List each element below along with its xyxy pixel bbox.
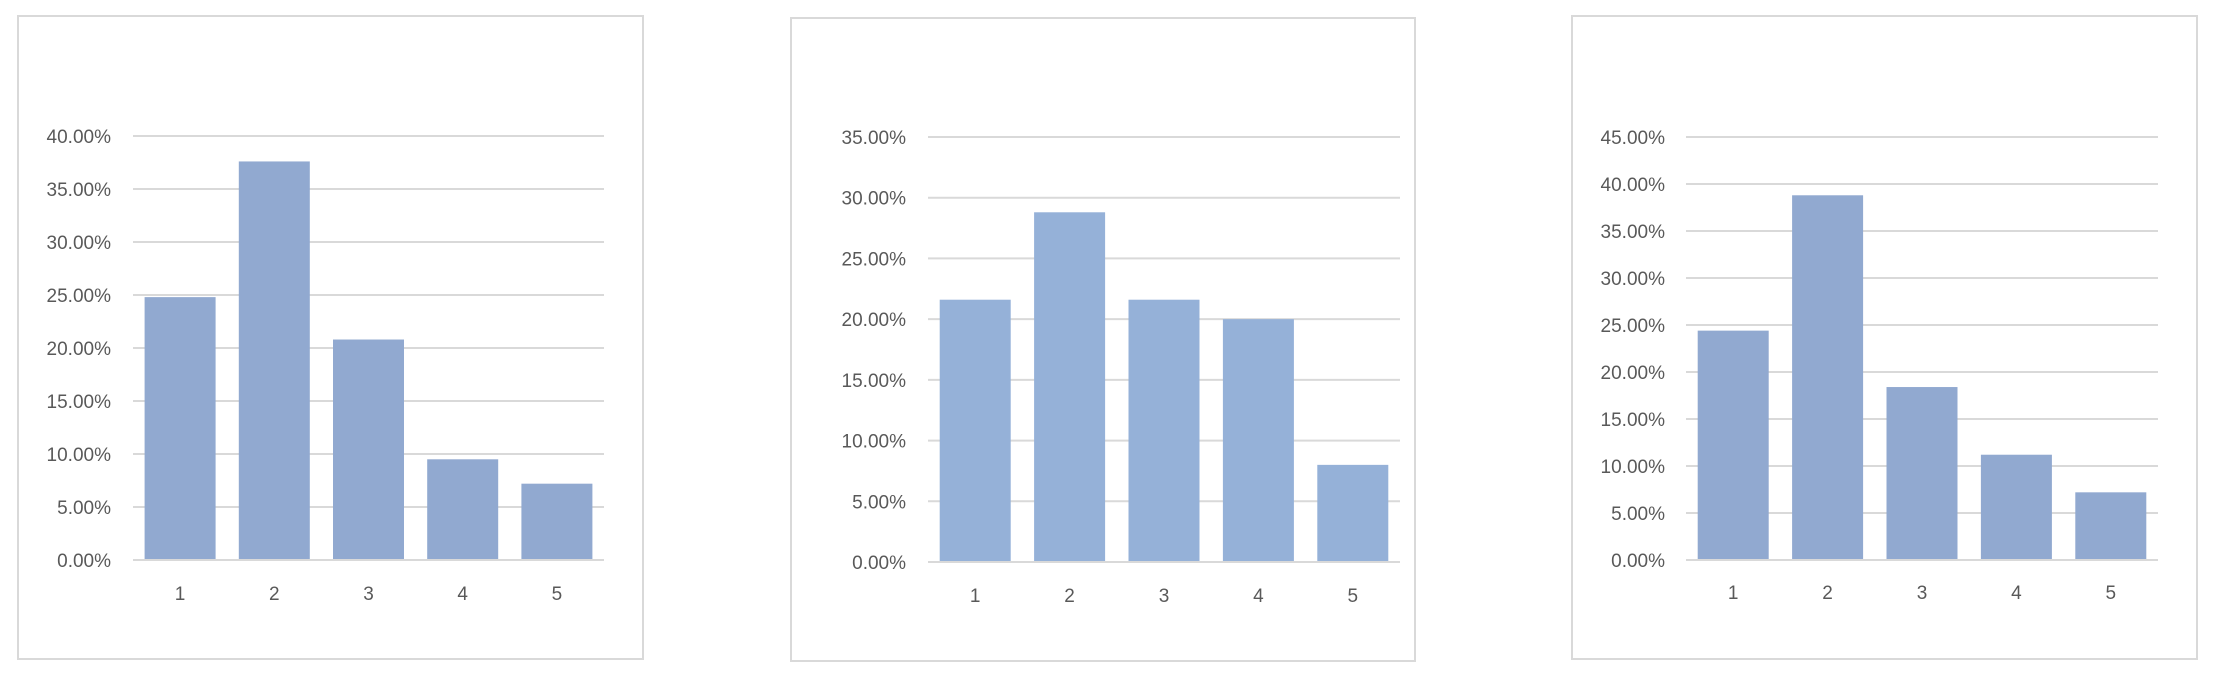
bar [1697, 330, 1769, 560]
x-tick-label: 2 [1064, 586, 1075, 607]
chart-panel-1: 0.00% 5.00% 10.00% 15.00% 20.00% 25.00% 30.00%… [17, 15, 644, 660]
y-tick-label: 20.00% [842, 310, 907, 331]
bar [1128, 299, 1200, 562]
bar [2075, 492, 2147, 560]
y-tick-label: 5.00% [57, 498, 111, 519]
bar [1886, 387, 1958, 560]
y-tick-label: 0.00% [852, 553, 906, 574]
chart-panel-2: 0.00% 5.00% 10.00% 15.00% 20.00% 25.00% 30.00%… [790, 17, 1416, 662]
x-tick-label: 4 [457, 584, 468, 605]
bar [144, 297, 216, 560]
bar [238, 161, 310, 560]
x-tick-label: 4 [2011, 583, 2022, 604]
bar [1792, 195, 1864, 560]
x-tick-label: 3 [363, 584, 374, 605]
x-tick-label: 5 [552, 584, 563, 605]
y-tick-label: 35.00% [1601, 222, 1666, 243]
bar-chart-2: 0.00% 5.00% 10.00% 15.00% 20.00% 25.00% 30.00%… [842, 128, 1400, 607]
x-tick-label: 2 [1822, 583, 1833, 604]
x-tick-label: 3 [1917, 583, 1928, 604]
x-tick-label: 5 [2106, 583, 2117, 604]
y-tick-label: 35.00% [842, 128, 907, 149]
y-tick-label: 25.00% [842, 249, 907, 270]
y-tick-label: 25.00% [47, 286, 112, 307]
chart-panel-3: 0.00% 5.00% 10.00% 15.00% 20.00% 25.00% 30.00%… [1571, 15, 2198, 660]
y-tick-label: 0.00% [1611, 551, 1665, 572]
x-tick-label: 1 [175, 584, 186, 605]
bar-chart-3: 0.00% 5.00% 10.00% 15.00% 20.00% 25.00% 30.00%… [1601, 128, 2158, 604]
bar [1980, 454, 2052, 560]
y-tick-label: 20.00% [47, 339, 112, 360]
y-tick-label: 5.00% [1611, 504, 1665, 525]
x-tick-label: 1 [1728, 583, 1739, 604]
y-tick-label: 15.00% [842, 371, 907, 392]
y-tick-label: 5.00% [852, 492, 906, 513]
y-tick-label: 40.00% [1601, 175, 1666, 196]
y-tick-label: 30.00% [842, 189, 907, 210]
x-tick-label: 4 [1253, 586, 1264, 607]
bar [427, 459, 499, 560]
x-tick-label: 5 [1348, 586, 1359, 607]
y-tick-label: 35.00% [47, 180, 112, 201]
bar [333, 339, 404, 560]
y-tick-label: 15.00% [1601, 410, 1666, 431]
y-tick-label: 45.00% [1601, 128, 1666, 149]
y-tick-label: 40.00% [47, 127, 112, 148]
y-tick-label: 15.00% [47, 392, 112, 413]
y-tick-label: 25.00% [1601, 316, 1666, 337]
y-tick-label: 10.00% [1601, 457, 1666, 478]
x-tick-label: 1 [970, 586, 981, 607]
y-tick-label: 20.00% [1601, 363, 1666, 384]
y-tick-label: 0.00% [57, 551, 111, 572]
y-tick-label: 10.00% [47, 445, 112, 466]
y-tick-label: 10.00% [842, 432, 907, 453]
y-tick-label: 30.00% [47, 233, 112, 254]
bar-chart-1: 0.00% 5.00% 10.00% 15.00% 20.00% 25.00% 30.00%… [47, 127, 604, 605]
bar [1317, 464, 1389, 562]
bar [521, 483, 593, 560]
x-tick-label: 3 [1159, 586, 1170, 607]
bar [939, 299, 1011, 562]
x-tick-label: 2 [269, 584, 280, 605]
bar [1222, 319, 1294, 562]
bar [1034, 212, 1106, 563]
y-tick-label: 30.00% [1601, 269, 1666, 290]
